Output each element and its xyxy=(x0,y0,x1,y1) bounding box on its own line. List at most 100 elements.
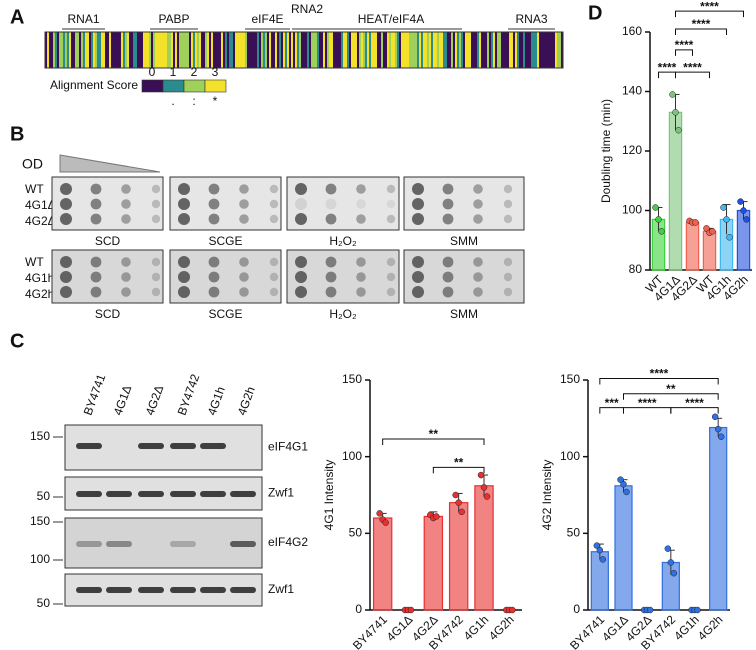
spot xyxy=(239,272,249,282)
stripe xyxy=(523,32,525,68)
spot xyxy=(295,183,307,195)
score-label: 2 xyxy=(191,65,198,79)
spot xyxy=(473,199,483,209)
stripe xyxy=(143,32,145,68)
stripe xyxy=(221,32,223,68)
stripe xyxy=(267,32,269,68)
stripe xyxy=(233,32,235,68)
stripe xyxy=(417,32,419,68)
spot xyxy=(269,272,279,282)
stripe xyxy=(521,32,523,68)
spot xyxy=(269,199,279,209)
stripe xyxy=(551,32,553,68)
stripe xyxy=(539,32,541,68)
band xyxy=(230,541,256,547)
mw-marker: 150 xyxy=(30,514,50,528)
band xyxy=(200,587,226,593)
stripe xyxy=(89,32,91,68)
spot xyxy=(356,199,366,209)
stripe xyxy=(105,32,107,68)
lane-label: BY4742 xyxy=(175,372,203,417)
spot xyxy=(356,257,366,267)
spot xyxy=(151,287,161,297)
stripe xyxy=(125,32,127,68)
significance-label: ** xyxy=(454,456,464,470)
spot xyxy=(60,198,72,210)
stripe xyxy=(359,32,361,68)
stripe xyxy=(151,32,153,68)
stripe xyxy=(237,32,239,68)
significance-label: **** xyxy=(692,17,711,31)
spot xyxy=(295,198,307,210)
stripe xyxy=(397,32,399,68)
stripe xyxy=(467,32,469,68)
stripe xyxy=(131,32,133,68)
spot xyxy=(269,184,279,194)
spot xyxy=(60,286,72,298)
stripe xyxy=(253,32,255,68)
stripe xyxy=(407,32,409,68)
stripe xyxy=(161,32,163,68)
spot xyxy=(442,286,454,298)
spot xyxy=(121,184,131,194)
y-tick-label: 150 xyxy=(560,372,580,386)
stripe xyxy=(381,32,383,68)
spot xyxy=(295,213,307,225)
significance-label: **** xyxy=(650,367,669,381)
domain-label: PABP xyxy=(158,12,189,26)
spot xyxy=(121,214,131,224)
stripe xyxy=(367,32,369,68)
band xyxy=(170,541,196,547)
legend-swatch xyxy=(204,79,227,93)
stripe xyxy=(299,32,301,68)
alignment-track xyxy=(45,32,563,68)
stripe xyxy=(405,32,407,68)
data-point xyxy=(382,519,389,526)
stripe xyxy=(129,32,131,68)
data-point xyxy=(458,508,465,516)
spot xyxy=(442,271,454,283)
spot xyxy=(295,256,307,268)
mw-marker: 100 xyxy=(30,552,50,566)
stripe xyxy=(391,32,393,68)
stripe xyxy=(301,32,303,68)
data-point xyxy=(669,91,676,98)
stripe xyxy=(87,32,89,68)
stripe xyxy=(207,32,209,68)
stripe xyxy=(505,32,507,68)
stripe xyxy=(411,32,413,68)
spot xyxy=(503,214,513,224)
data-point xyxy=(452,491,459,499)
data-point xyxy=(692,219,699,226)
stripe xyxy=(555,32,557,68)
spot xyxy=(208,256,220,268)
stripe xyxy=(503,32,505,68)
data-point xyxy=(723,216,730,223)
stripe xyxy=(313,32,315,68)
spot xyxy=(178,198,190,210)
spot xyxy=(386,199,396,209)
stripe xyxy=(457,32,459,68)
stripe xyxy=(49,32,51,68)
stripe xyxy=(215,32,217,68)
stripe xyxy=(349,32,351,68)
significance-label: ** xyxy=(429,427,439,441)
band xyxy=(138,587,164,593)
stripe xyxy=(335,32,337,68)
stripe xyxy=(211,32,213,68)
stripe xyxy=(311,32,313,68)
spot xyxy=(473,214,483,224)
domain-label: RNA1 xyxy=(67,12,99,26)
data-point xyxy=(743,216,750,223)
data-point xyxy=(623,488,630,496)
y-tick-label: 100 xyxy=(560,449,580,463)
spot xyxy=(121,257,131,267)
bar xyxy=(614,485,633,611)
stripe xyxy=(315,32,317,68)
stripe xyxy=(393,32,395,68)
stripe xyxy=(67,32,69,68)
stripe xyxy=(431,32,433,68)
y-tick-label: 140 xyxy=(622,84,642,98)
data-point xyxy=(703,225,710,232)
